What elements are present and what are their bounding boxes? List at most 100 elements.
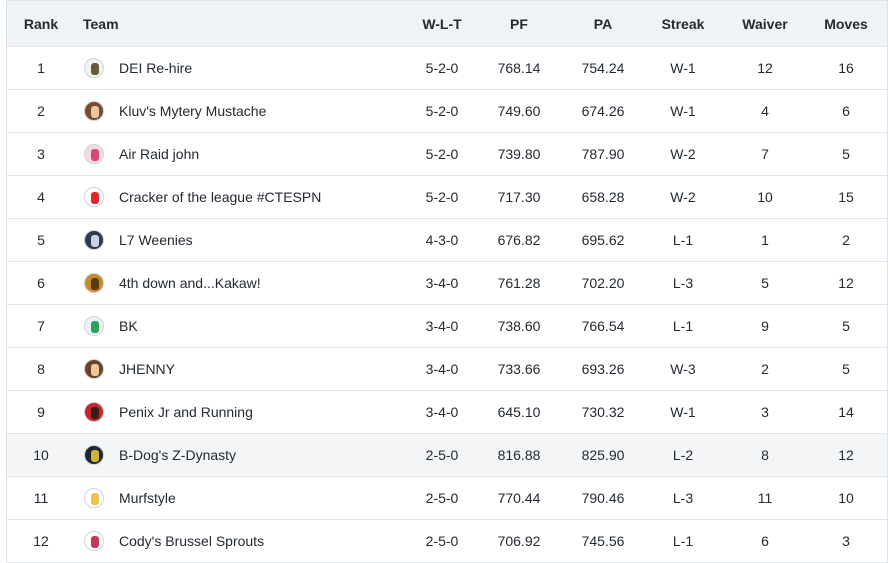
waiver-cell: 10 [757, 189, 773, 205]
moves-cell: 6 [842, 103, 850, 119]
mascot-avatar-icon [84, 316, 104, 336]
red-cup-avatar-icon [84, 187, 104, 207]
streak-cell: W-1 [670, 60, 696, 76]
column-header-moves[interactable]: Moves [824, 15, 868, 32]
team-name-link[interactable]: Penix Jr and Running [119, 404, 253, 420]
points-for-cell: 749.60 [497, 103, 541, 119]
points-for-cell: 717.30 [497, 189, 541, 205]
rank-cell: 6 [37, 275, 45, 291]
team-name-link[interactable]: Kluv's Mytery Mustache [119, 103, 267, 119]
points-against-cell: 730.32 [581, 404, 625, 420]
table-row: 4 Cracker of the league #CTESPN 5-2-0 717.3… [7, 176, 887, 219]
team-name-link[interactable]: B-Dog's Z-Dynasty [119, 447, 237, 463]
team-cell[interactable]: Kluv's Mytery Mustache [82, 90, 402, 132]
points-for-cell: 816.88 [497, 447, 541, 463]
streak-cell: W-2 [670, 189, 696, 205]
column-header-pf[interactable]: PF [510, 15, 528, 32]
rank-cell: 10 [33, 447, 49, 463]
team-name-link[interactable]: L7 Weenies [119, 232, 193, 248]
team-cell[interactable]: Air Raid john [82, 133, 402, 175]
waiver-cell: 9 [761, 318, 769, 334]
waiver-cell: 2 [761, 361, 769, 377]
rank-cell: 2 [37, 103, 45, 119]
streak-cell: W-3 [670, 361, 696, 377]
team-name-link[interactable]: Cody's Brussel Sprouts [119, 533, 265, 549]
table-row: 3 Air Raid john 5-2-0 739.80 787.90 W-2 7 5 [7, 133, 887, 176]
record-cell: 3-4-0 [425, 404, 459, 420]
red-player-avatar-icon [84, 402, 104, 422]
points-for-cell: 706.92 [497, 533, 541, 549]
waiver-cell: 4 [761, 103, 769, 119]
table-row: 8 JHENNY 3-4-0 733.66 693.26 W-3 2 5 [7, 348, 887, 391]
team-name-link[interactable]: Air Raid john [119, 146, 200, 162]
column-header-wlt[interactable]: W-L-T [422, 15, 462, 32]
team-name-link[interactable]: BK [119, 318, 138, 334]
team-cell[interactable]: BK [82, 305, 402, 347]
column-header-waiver[interactable]: Waiver [742, 15, 788, 32]
team-cell[interactable]: L7 Weenies [82, 219, 402, 261]
table-row: 12 Cody's Brussel Sprouts 2-5-0 706.92 745.5… [7, 520, 887, 563]
streak-cell: L-2 [672, 447, 694, 463]
points-for-cell: 733.66 [497, 361, 541, 377]
team-name-link[interactable]: JHENNY [119, 361, 176, 377]
column-header-streak[interactable]: Streak [661, 15, 705, 32]
table-row: 5 L7 Weenies 4-3-0 676.82 695.62 L-1 1 2 [7, 219, 887, 262]
team-name-link[interactable]: DEI Re-hire [119, 60, 193, 76]
team-name-link[interactable]: Cracker of the league #CTESPN [119, 189, 322, 205]
record-cell: 2-5-0 [425, 447, 459, 463]
rank-cell: 1 [37, 60, 45, 76]
team-name-link[interactable]: Murfstyle [119, 490, 176, 506]
streak-cell: L-1 [672, 533, 694, 549]
points-against-cell: 702.20 [581, 275, 625, 291]
points-against-cell: 790.46 [581, 490, 625, 506]
moves-cell: 5 [842, 146, 850, 162]
moves-cell: 2 [842, 232, 850, 248]
team-cell[interactable]: Cracker of the league #CTESPN [82, 176, 402, 218]
table-row: 10 B-Dog's Z-Dynasty 2-5-0 816.88 825.90 L-2 8… [7, 434, 887, 477]
points-against-cell: 754.24 [581, 60, 625, 76]
waiver-cell: 8 [761, 447, 769, 463]
streak-cell: W-1 [670, 103, 696, 119]
team-cell[interactable]: DEI Re-hire [82, 47, 402, 89]
team-cell[interactable]: B-Dog's Z-Dynasty [82, 434, 402, 476]
record-cell: 5-2-0 [425, 103, 459, 119]
trophy-avatar-icon [84, 58, 104, 78]
points-against-cell: 693.26 [581, 361, 625, 377]
points-for-cell: 738.60 [497, 318, 541, 334]
moves-cell: 3 [842, 533, 850, 549]
column-header-rank[interactable]: Rank [23, 15, 59, 32]
record-cell: 3-4-0 [425, 318, 459, 334]
cartoon-avatar-icon [84, 488, 104, 508]
streak-cell: L-1 [672, 232, 694, 248]
waiver-cell: 1 [761, 232, 769, 248]
points-for-cell: 761.28 [497, 275, 541, 291]
record-cell: 5-2-0 [425, 60, 459, 76]
team-cell[interactable]: JHENNY [82, 348, 402, 390]
rank-cell: 8 [37, 361, 45, 377]
gold-emblem-avatar-icon [84, 445, 104, 465]
team-cell[interactable]: 4th down and...Kakaw! [82, 262, 402, 304]
record-cell: 2-5-0 [425, 490, 459, 506]
team-name-link[interactable]: 4th down and...Kakaw! [119, 275, 261, 291]
points-against-cell: 787.90 [581, 146, 625, 162]
table-row: 1 DEI Re-hire 5-2-0 768.14 754.24 W-1 12 16 [7, 47, 887, 90]
table-row: 9 Penix Jr and Running 3-4-0 645.10 730.32 W-… [7, 391, 887, 434]
team-cell[interactable]: Murfstyle [82, 477, 402, 519]
dark-logo-avatar-icon [84, 230, 104, 250]
moves-cell: 5 [842, 318, 850, 334]
column-header-pa[interactable]: PA [593, 15, 613, 32]
rank-cell: 12 [33, 533, 49, 549]
table-row: 6 4th down and...Kakaw! 3-4-0 761.28 702.20 L… [7, 262, 887, 305]
moves-cell: 14 [838, 404, 854, 420]
column-header-team[interactable]: Team [83, 15, 119, 32]
moves-cell: 16 [838, 60, 854, 76]
team-cell[interactable]: Penix Jr and Running [82, 391, 402, 433]
points-for-cell: 739.80 [497, 146, 541, 162]
record-cell: 5-2-0 [425, 146, 459, 162]
rank-cell: 7 [37, 318, 45, 334]
record-cell: 2-5-0 [425, 533, 459, 549]
waiver-cell: 6 [761, 533, 769, 549]
points-against-cell: 745.56 [581, 533, 625, 549]
team-cell[interactable]: Cody's Brussel Sprouts [82, 520, 402, 562]
rank-cell: 3 [37, 146, 45, 162]
